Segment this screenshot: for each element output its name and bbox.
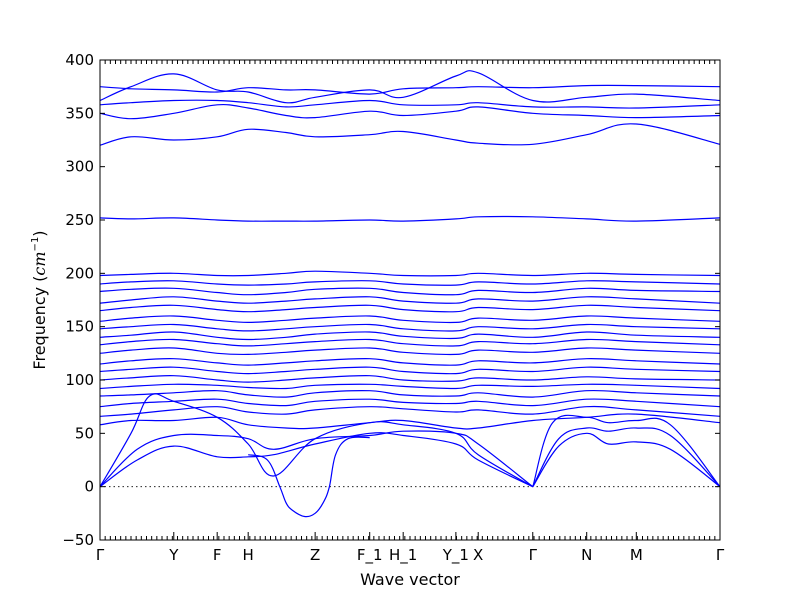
band-line-3 [99,393,534,488]
x-tick-label: M [630,546,643,564]
x-tick-label: Z [310,546,320,564]
x-tick-label: Γ [96,546,105,564]
band-line-21 [99,304,721,313]
y-tick-label: 300 [65,158,94,176]
band-line-9 [99,405,721,417]
band-line-30 [99,70,721,104]
x-tick-label: N [581,546,592,564]
y-axis-unit-exponent: −1 [30,237,41,252]
y-axis-unit: cm [30,251,49,275]
x-tick-label: F [213,546,222,564]
band-line-23 [99,287,721,296]
y-tick-label: 50 [75,424,94,442]
x-tick-label: F_1 [357,546,383,565]
band-line-16 [99,347,721,356]
band-line-11 [99,389,721,398]
y-tick-label: 150 [65,318,94,336]
x-tick-label: Y [168,546,179,564]
band-line-20 [99,315,721,324]
y-tick-label: 350 [65,104,94,122]
band-line-8 [99,413,721,430]
x-axis-title: Wave vector [360,570,460,589]
y-tick-label: 400 [65,51,94,69]
band-line-24 [99,280,721,286]
x-tick-label: Γ [529,546,538,564]
x-axis: Γ Y F H Z F_1 H_1 Y_1 X Γ N M Γ [96,60,725,565]
band-line-15 [99,358,721,366]
y-axis: −50 0 50 100 150 200 250 300 350 400 [62,51,720,549]
y-axis-title: Frequency (cm−1) [30,230,49,369]
band-line-10 [99,398,721,408]
x-tick-label: X [473,546,483,564]
y-tick-label: −50 [62,531,94,549]
band-line-6 [532,427,721,488]
band-line-29 [99,99,721,109]
band-line-5 [532,432,721,488]
band-line-2 [99,430,534,488]
band-line-18 [99,331,721,341]
phonon-bands [99,70,721,518]
band-line-19 [99,323,721,332]
y-tick-label: 100 [65,371,94,389]
y-axis-title-text: Frequency ( [30,276,49,370]
y-axis-title-close: ) [30,230,49,236]
x-tick-label: Γ [716,546,725,564]
band-line-26 [99,215,721,222]
band-line-4 [248,436,370,518]
y-tick-label: 0 [84,478,94,496]
x-tick-label: H [243,546,254,564]
y-tick-label: 200 [65,264,94,282]
band-line-22 [99,296,721,304]
band-line-7 [532,414,721,488]
band-line-13 [99,375,721,383]
band-line-1 [99,432,534,488]
band-line-12 [99,383,721,390]
x-tick-label: H_1 [389,546,417,565]
band-line-14 [99,366,721,375]
band-line-27 [99,123,721,146]
band-line-28 [99,103,721,120]
x-tick-label: Y_1 [442,546,469,565]
band-line-25 [99,270,721,277]
y-tick-label: 250 [65,211,94,229]
band-line-31 [99,84,721,95]
band-line-17 [99,338,721,347]
